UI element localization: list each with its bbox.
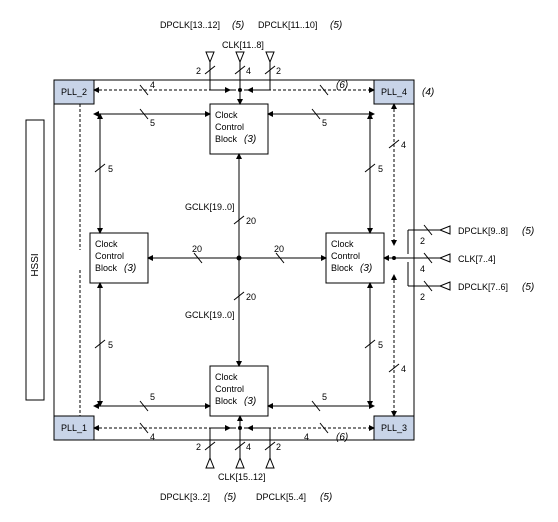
svg-text:(5): (5) xyxy=(522,226,534,237)
svg-text:2: 2 xyxy=(420,292,425,302)
right-pin-dp-t: 2 DPCLK[9..8] (5) xyxy=(408,225,534,254)
svg-text:CLK[15..12]: CLK[15..12] xyxy=(218,472,266,482)
svg-text:4: 4 xyxy=(304,432,309,442)
top-clk-label: CLK[11..8] xyxy=(222,40,264,50)
svg-text:4: 4 xyxy=(246,442,251,452)
svg-text:Control: Control xyxy=(215,384,244,394)
svg-text:Clock: Clock xyxy=(95,239,118,249)
svg-text:(3): (3) xyxy=(244,134,256,145)
svg-text:(5): (5) xyxy=(330,20,342,31)
svg-text:4: 4 xyxy=(246,66,251,76)
svg-text:5: 5 xyxy=(108,340,113,350)
svg-text:20: 20 xyxy=(192,244,202,254)
svg-text:(3): (3) xyxy=(124,263,136,274)
svg-text:5: 5 xyxy=(378,164,383,174)
ccb-top: Clock Control Block (3) xyxy=(210,104,268,154)
svg-text:4: 4 xyxy=(420,264,425,274)
svg-text:DPCLK[3..2]: DPCLK[3..2] xyxy=(160,492,210,502)
pll-1: PLL_1 xyxy=(54,416,94,440)
svg-text:5: 5 xyxy=(150,392,155,402)
svg-text:20: 20 xyxy=(246,216,256,226)
svg-text:DPCLK[9..8]: DPCLK[9..8] xyxy=(458,226,508,236)
svg-text:2: 2 xyxy=(276,66,281,76)
svg-text:20: 20 xyxy=(274,244,284,254)
svg-text:2: 2 xyxy=(276,442,281,452)
svg-text:(5): (5) xyxy=(224,492,236,503)
svg-text:4: 4 xyxy=(150,80,155,90)
svg-text:Clock: Clock xyxy=(215,110,238,120)
ccb-left: Clock Control Block (3) xyxy=(90,233,148,283)
svg-text:4: 4 xyxy=(401,364,406,374)
ccb-bottom: Clock Control Block (3) xyxy=(210,366,268,416)
svg-text:5: 5 xyxy=(378,340,383,350)
svg-text:2: 2 xyxy=(196,442,201,452)
svg-text:Block: Block xyxy=(331,263,354,273)
svg-text:Control: Control xyxy=(331,251,360,261)
svg-text:(5): (5) xyxy=(522,282,534,293)
svg-text:PLL_4: PLL_4 xyxy=(381,87,407,97)
svg-text:(3): (3) xyxy=(244,396,256,407)
hssi-label: HSSI xyxy=(30,253,41,276)
pll-2: PLL_2 xyxy=(54,80,94,104)
clock-network-diagram: HSSI PLL_2 PLL_4 PLL_1 PLL_3 (4) Clock C… xyxy=(0,0,558,522)
svg-text:2: 2 xyxy=(196,66,201,76)
svg-text:Block: Block xyxy=(95,263,118,273)
svg-text:PLL_2: PLL_2 xyxy=(61,87,87,97)
svg-text:(6): (6) xyxy=(336,432,348,443)
svg-text:Block: Block xyxy=(215,396,238,406)
gclk-bot-label: GCLK[19..0] xyxy=(185,310,235,320)
svg-text:(5): (5) xyxy=(232,20,244,31)
svg-text:2: 2 xyxy=(420,236,425,246)
ccb-right: Clock Control Block (3) xyxy=(326,233,384,283)
svg-text:Block: Block xyxy=(215,134,238,144)
svg-text:4: 4 xyxy=(401,140,406,150)
svg-text:PLL_1: PLL_1 xyxy=(61,423,87,433)
pll4-note: (4) xyxy=(422,87,434,98)
svg-text:(5): (5) xyxy=(320,492,332,503)
svg-text:Control: Control xyxy=(95,251,124,261)
right-pin-dp-b: 2 DPCLK[7..6] (5) xyxy=(408,262,534,302)
svg-text:DPCLK[7..6]: DPCLK[7..6] xyxy=(458,282,508,292)
svg-text:20: 20 xyxy=(246,292,256,302)
svg-text:Control: Control xyxy=(215,122,244,132)
svg-text:(6): (6) xyxy=(336,80,348,91)
svg-text:5: 5 xyxy=(108,164,113,174)
svg-text:5: 5 xyxy=(322,118,327,128)
pll-3: PLL_3 xyxy=(374,416,414,440)
svg-text:4: 4 xyxy=(150,432,155,442)
svg-text:5: 5 xyxy=(150,118,155,128)
svg-text:DPCLK[13..12]: DPCLK[13..12] xyxy=(160,20,220,30)
svg-text:DPCLK[5..4]: DPCLK[5..4] xyxy=(256,492,306,502)
svg-text:CLK[7..4]: CLK[7..4] xyxy=(458,254,496,264)
svg-text:Clock: Clock xyxy=(215,372,238,382)
svg-text:5: 5 xyxy=(322,392,327,402)
svg-text:(3): (3) xyxy=(360,263,372,274)
svg-text:DPCLK[11..10]: DPCLK[11..10] xyxy=(258,20,317,30)
gclk-top-label: GCLK[19..0] xyxy=(185,202,235,212)
svg-text:Clock: Clock xyxy=(331,239,354,249)
pll-4: PLL_4 xyxy=(374,80,414,104)
svg-text:PLL_3: PLL_3 xyxy=(381,423,407,433)
